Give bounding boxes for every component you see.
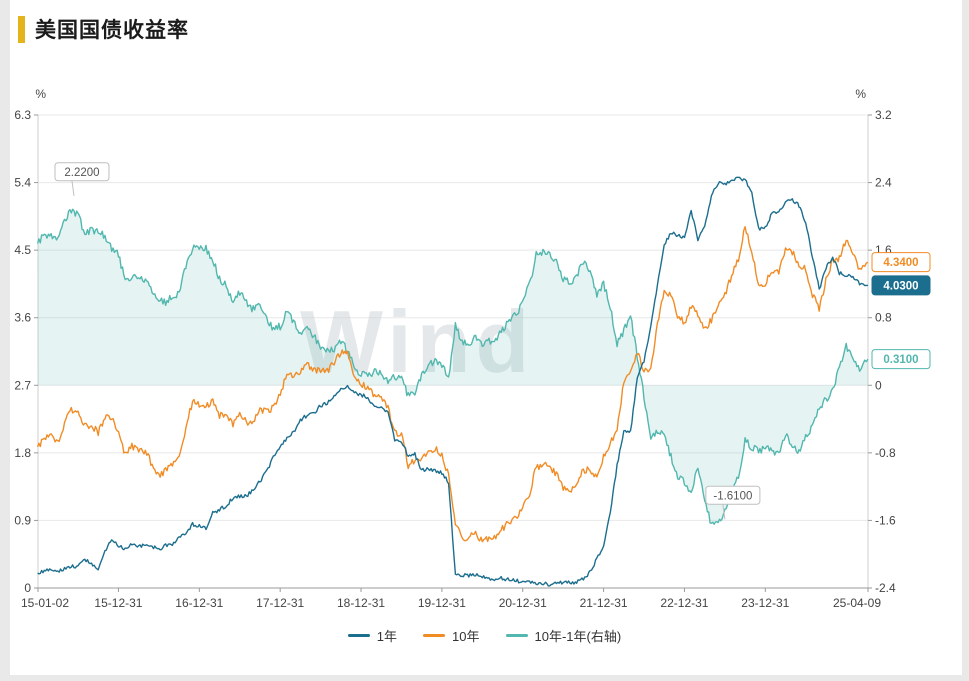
value-badge (871, 275, 931, 296)
legend-label: 10年-1年(右轴) (534, 629, 622, 644)
legend-swatch (423, 634, 446, 637)
annotation-box (54, 162, 110, 182)
x-axis-label: 17-12-31 (256, 596, 304, 610)
right-axis-tick: 0 (875, 378, 882, 392)
value-badge (871, 252, 931, 273)
axes: 00.91.82.73.64.55.46.3-2.4-1.6-0.800.81.… (14, 87, 896, 610)
left-axis-tick: 5.4 (14, 176, 31, 190)
left-axis-tick: 6.3 (14, 108, 31, 122)
x-axis-label: 18-12-31 (337, 596, 385, 610)
x-axis-label: 21-12-31 (580, 596, 628, 610)
annotation-label: -1.6100 (713, 490, 752, 502)
x-axis-label: 22-12-31 (660, 596, 708, 610)
legend-label: 1年 (376, 629, 398, 644)
page-margin-left (0, 0, 10, 681)
legend-item-1y[interactable]: 1年 (347, 626, 398, 645)
right-axis-tick: -0.8 (875, 446, 896, 460)
legend-label: 10年 (452, 629, 480, 644)
left-axis-tick: 0.9 (14, 513, 31, 527)
x-axis-label: 19-12-31 (418, 596, 466, 610)
x-axis-label: 15-12-31 (94, 596, 142, 610)
page-margin-right (962, 0, 969, 681)
title-accent-bar (18, 15, 25, 43)
series-line-10y (36, 226, 869, 543)
left-axis-tick: 2.7 (14, 378, 31, 392)
right-axis-tick: 0.8 (875, 311, 892, 325)
right-axis-tick: 3.2 (875, 108, 892, 122)
chart-legend: 1年 10年 10年-1年(右轴) (0, 626, 969, 645)
legend-item-spread[interactable]: 10年-1年(右轴) (505, 626, 622, 645)
left-axis-tick: 0 (24, 581, 31, 595)
value-badge (871, 349, 931, 370)
value-badge-label: 4.0300 (883, 280, 918, 292)
legend-swatch (505, 634, 528, 637)
x-axis-label: 15-01-02 (21, 596, 69, 610)
left-axis-tick: 1.8 (14, 446, 31, 460)
left-axis-tick: 4.5 (14, 243, 31, 257)
page-title: 美国国债收益率 (35, 19, 189, 42)
series (36, 176, 869, 587)
annotation-box (705, 485, 761, 505)
left-axis-tick: 3.6 (14, 311, 31, 325)
right-axis-unit: % (855, 87, 866, 101)
spread-area (37, 209, 869, 525)
right-axis-tick: 2.4 (875, 176, 892, 190)
x-axis-label: 23-12-31 (741, 596, 789, 610)
annotations: 2.2200 -1.6100 (54, 162, 761, 520)
x-axis-label: 25-04-09 (833, 596, 881, 610)
legend-swatch (347, 634, 370, 637)
x-axis-label: 20-12-31 (499, 596, 547, 610)
series-line-1y (37, 176, 868, 587)
left-axis-unit: % (35, 87, 46, 101)
page-margin-bottom (0, 675, 969, 681)
right-axis-tick: -1.6 (875, 513, 896, 527)
legend-item-10y[interactable]: 10年 (423, 626, 480, 645)
x-axis-label: 16-12-31 (175, 596, 223, 610)
value-badge-label: 4.3400 (883, 257, 918, 269)
chart-header: 美国国债收益率 (18, 14, 189, 44)
page-background (10, 0, 962, 675)
value-badge-label: 0.3100 (883, 354, 918, 366)
value-badges: 4.0300 4.3400 0.3100 (871, 252, 931, 370)
right-axis-tick: -2.4 (875, 581, 896, 595)
annotation-label: 2.2200 (64, 167, 99, 179)
